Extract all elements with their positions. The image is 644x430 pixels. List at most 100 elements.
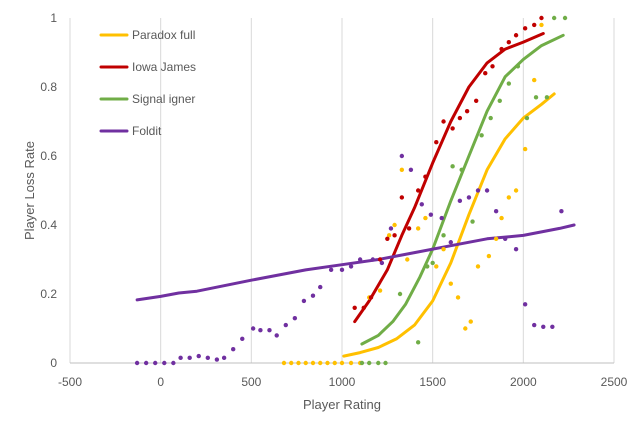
- paradox-full-point: [486, 253, 492, 259]
- paradox-full-point: [318, 360, 323, 366]
- foldit-point: [318, 284, 323, 290]
- foldit-point: [513, 246, 519, 252]
- iowa-james-point: [490, 64, 495, 69]
- signal-igner-point: [397, 291, 403, 297]
- foldit-point: [503, 236, 508, 241]
- foldit-point: [419, 202, 424, 207]
- iowa-james-point: [377, 257, 383, 262]
- foldit-point: [370, 257, 376, 262]
- y-tick-label: 1: [50, 11, 57, 25]
- iowa-james-point: [522, 26, 528, 31]
- signal-igner-point: [430, 260, 435, 266]
- foldit-point: [205, 355, 211, 361]
- signal-igner-point: [359, 360, 365, 366]
- signal-igner-point: [524, 115, 530, 121]
- paradox-full-point: [332, 360, 337, 366]
- iowa-james-point: [464, 108, 470, 114]
- iowa-james-point: [434, 140, 439, 145]
- signal-igner-point: [506, 81, 512, 86]
- foldit-point: [162, 360, 167, 366]
- paradox-full-point: [448, 281, 453, 286]
- paradox-full-point: [455, 295, 461, 300]
- signal-igner-point: [450, 164, 455, 169]
- paradox-full-point: [325, 360, 330, 366]
- paradox-full-point: [468, 319, 473, 324]
- paradox-full-legend-label: Paradox full: [132, 28, 195, 42]
- signal-igner-line: [360, 33, 565, 346]
- x-tick-label: 1500: [419, 375, 446, 389]
- iowa-james-point: [423, 174, 428, 179]
- paradox-full-point: [423, 215, 428, 221]
- signal-igner-point: [367, 360, 372, 366]
- foldit-point: [522, 302, 528, 307]
- foldit-point: [143, 360, 149, 366]
- foldit-point: [559, 209, 564, 214]
- paradox-full-point: [386, 233, 392, 238]
- paradox-full-point: [463, 326, 468, 331]
- signal-igner-point: [497, 98, 502, 104]
- paradox-full-line: [342, 92, 556, 358]
- foldit-point: [240, 336, 245, 342]
- paradox-full-point: [303, 360, 308, 366]
- series-points: [134, 15, 568, 366]
- signal-igner-point: [459, 167, 464, 172]
- paradox-full-point: [296, 360, 301, 366]
- legend: Paradox full Iowa James Signal igner Foldit: [99, 28, 196, 138]
- iowa-james-point: [473, 98, 479, 104]
- foldit-point: [532, 322, 537, 328]
- iowa-james-point: [539, 15, 544, 21]
- foldit-point: [250, 326, 256, 331]
- signal-igner-point: [479, 133, 484, 138]
- foldit-point: [134, 360, 140, 366]
- paradox-full-point: [339, 360, 345, 366]
- foldit-point: [292, 315, 298, 321]
- x-tick-label: 1000: [329, 375, 356, 389]
- gridlines: [69, 18, 615, 363]
- foldit-point: [301, 298, 307, 304]
- foldit-point: [399, 153, 405, 159]
- foldit-point: [221, 355, 227, 361]
- x-axis-title: Player Rating: [303, 397, 381, 412]
- signal-igner-point: [425, 264, 430, 269]
- foldit-point: [328, 267, 334, 273]
- paradox-full-point: [522, 146, 528, 152]
- foldit-point: [475, 188, 481, 193]
- foldit-point: [408, 167, 414, 172]
- foldit-point: [310, 293, 316, 298]
- signal-igner-point: [488, 115, 493, 121]
- paradox-full-point: [493, 236, 499, 241]
- y-tick-label: 0.8: [40, 80, 57, 94]
- foldit-point: [457, 198, 463, 204]
- foldit-point: [283, 322, 288, 328]
- x-tick-label: 500: [241, 375, 261, 389]
- paradox-full-point: [506, 195, 512, 200]
- paradox-full-point: [399, 167, 405, 172]
- signal-igner-point: [562, 15, 568, 21]
- signal-igner-legend-label: Signal igner: [132, 92, 195, 106]
- foldit-point: [274, 333, 279, 338]
- iowa-james-point: [506, 39, 512, 45]
- foldit-point: [153, 360, 158, 366]
- paradox-full-point: [434, 264, 439, 269]
- paradox-full-point: [415, 226, 421, 231]
- foldit-point: [466, 195, 472, 200]
- paradox-full-point: [499, 215, 504, 221]
- y-tick-label: 0.4: [40, 218, 57, 232]
- signal-igner-point: [533, 95, 539, 100]
- iowa-james-point: [450, 126, 455, 131]
- signal-igner-point: [383, 360, 388, 366]
- foldit-point: [379, 260, 385, 266]
- iowa-james-point: [483, 71, 488, 76]
- foldit-point: [357, 257, 363, 262]
- foldit-point: [541, 324, 546, 329]
- foldit-legend-label: Foldit: [132, 124, 162, 138]
- iowa-james-point: [392, 233, 397, 238]
- paradox-full-point: [289, 360, 294, 366]
- foldit-point: [187, 355, 192, 361]
- iowa-james-point: [352, 305, 357, 310]
- foldit-point: [258, 328, 263, 333]
- paradox-full-point: [377, 288, 383, 293]
